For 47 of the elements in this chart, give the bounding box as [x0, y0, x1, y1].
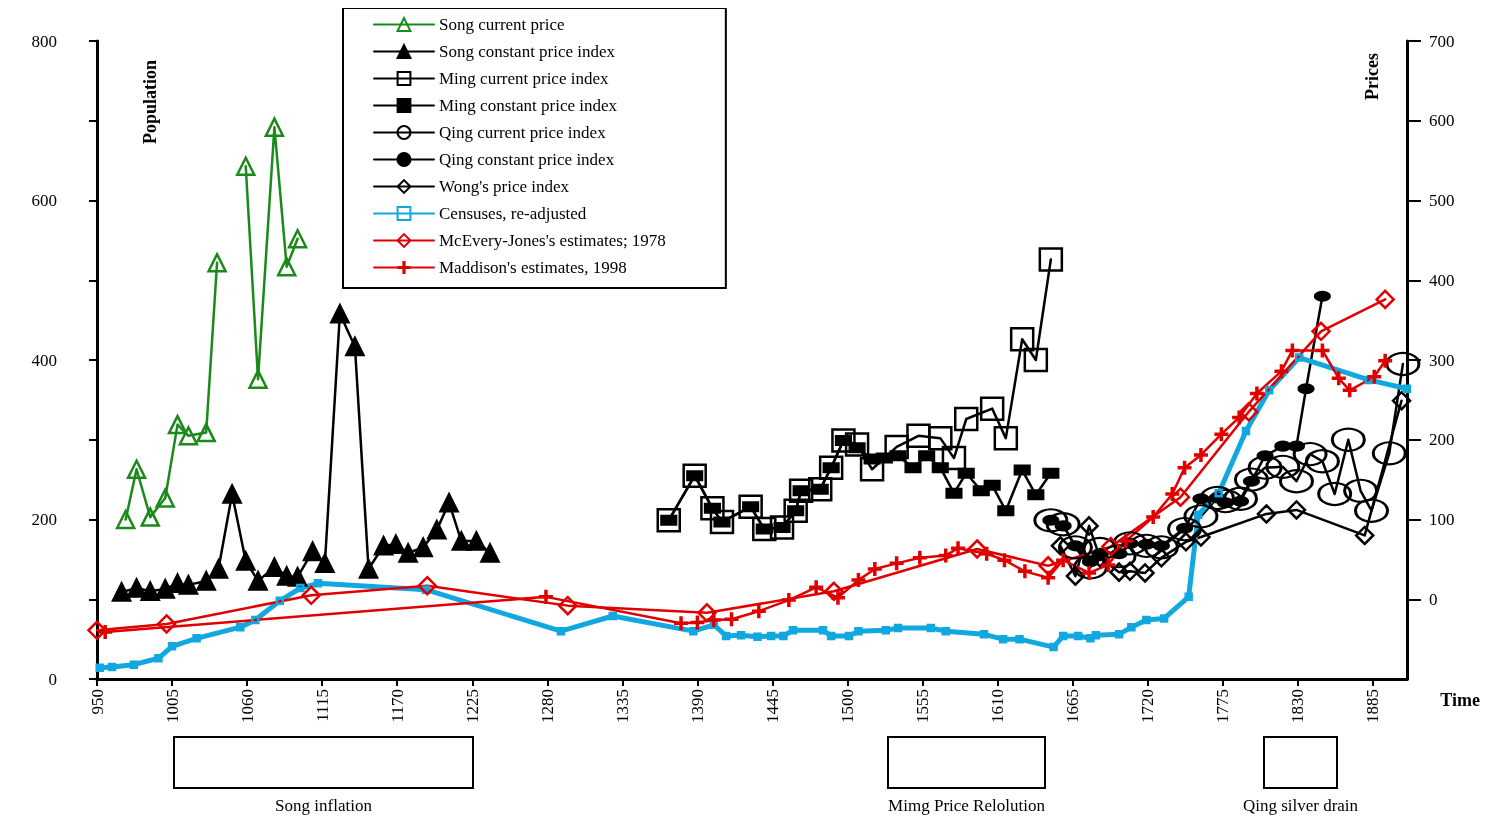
x-tick-label: 1885 — [1363, 689, 1383, 723]
x-tick-label: 1335 — [612, 689, 632, 723]
x-tick-label: 950 — [87, 689, 107, 715]
text: Qing silver drain — [1241, 796, 1360, 816]
x-tick-label: 1830 — [1288, 689, 1308, 723]
y2-tick-label: 200 — [1429, 430, 1455, 450]
x-tick-label: 1445 — [762, 689, 782, 723]
y2-tick-label: 600 — [1429, 111, 1455, 131]
legend-label: Wong's price index — [439, 177, 570, 196]
y2-axis-title: Prices — [1362, 53, 1382, 100]
x-tick-label: 1005 — [162, 689, 182, 723]
y2-tick-label: 0 — [1429, 589, 1438, 609]
x-tick-label: 1280 — [537, 689, 557, 723]
legend-label: Maddison's estimates, 1998 — [439, 258, 627, 277]
x-tick-label: 1115 — [312, 689, 332, 722]
legend-label: Censuses, re-adjusted — [439, 204, 587, 223]
legend-label: Qing constant price index — [439, 150, 615, 169]
y-tick-label: 800 — [31, 31, 57, 51]
x-tick-label: 1610 — [988, 689, 1008, 723]
x-tick-label: 1060 — [237, 689, 257, 723]
legend-label: Song constant price index — [439, 42, 616, 61]
legend-label: Ming constant price index — [439, 96, 618, 115]
y-tick-label: 400 — [31, 350, 57, 370]
x-tick-label: 1500 — [838, 689, 858, 723]
legend-label: Ming current price index — [439, 69, 609, 88]
x-tick-label: 1170 — [387, 689, 407, 723]
x-axis-title: Time — [1440, 690, 1480, 710]
y-axis-title: Population — [140, 59, 160, 144]
x-tick-label: 1225 — [462, 689, 482, 723]
y2-tick-label: 300 — [1429, 350, 1455, 370]
x-tick-label: 1555 — [913, 689, 933, 723]
y2-tick-label: 500 — [1429, 191, 1455, 210]
legend-label: McEvery-Jones's estimates; 1978 — [439, 231, 666, 250]
x-tick-label: 1665 — [1063, 689, 1083, 723]
legend-label: Song current price — [439, 15, 565, 34]
legend-label: Qing current price index — [439, 123, 607, 142]
y2-tick-label: 100 — [1429, 510, 1455, 529]
y-tick-label: 600 — [31, 191, 57, 210]
x-tick-label: 1720 — [1138, 689, 1158, 723]
y-tick-label: 0 — [48, 669, 57, 689]
y2-tick-label: 700 — [1429, 31, 1455, 51]
x-tick-label: 1390 — [687, 689, 707, 723]
y-tick-label: 200 — [31, 510, 57, 529]
text: Mimg Price Relolution — [887, 796, 1046, 816]
y2-tick-label: 400 — [1429, 270, 1455, 290]
text: Song inflation — [274, 796, 373, 816]
x-tick-label: 1775 — [1213, 689, 1233, 723]
